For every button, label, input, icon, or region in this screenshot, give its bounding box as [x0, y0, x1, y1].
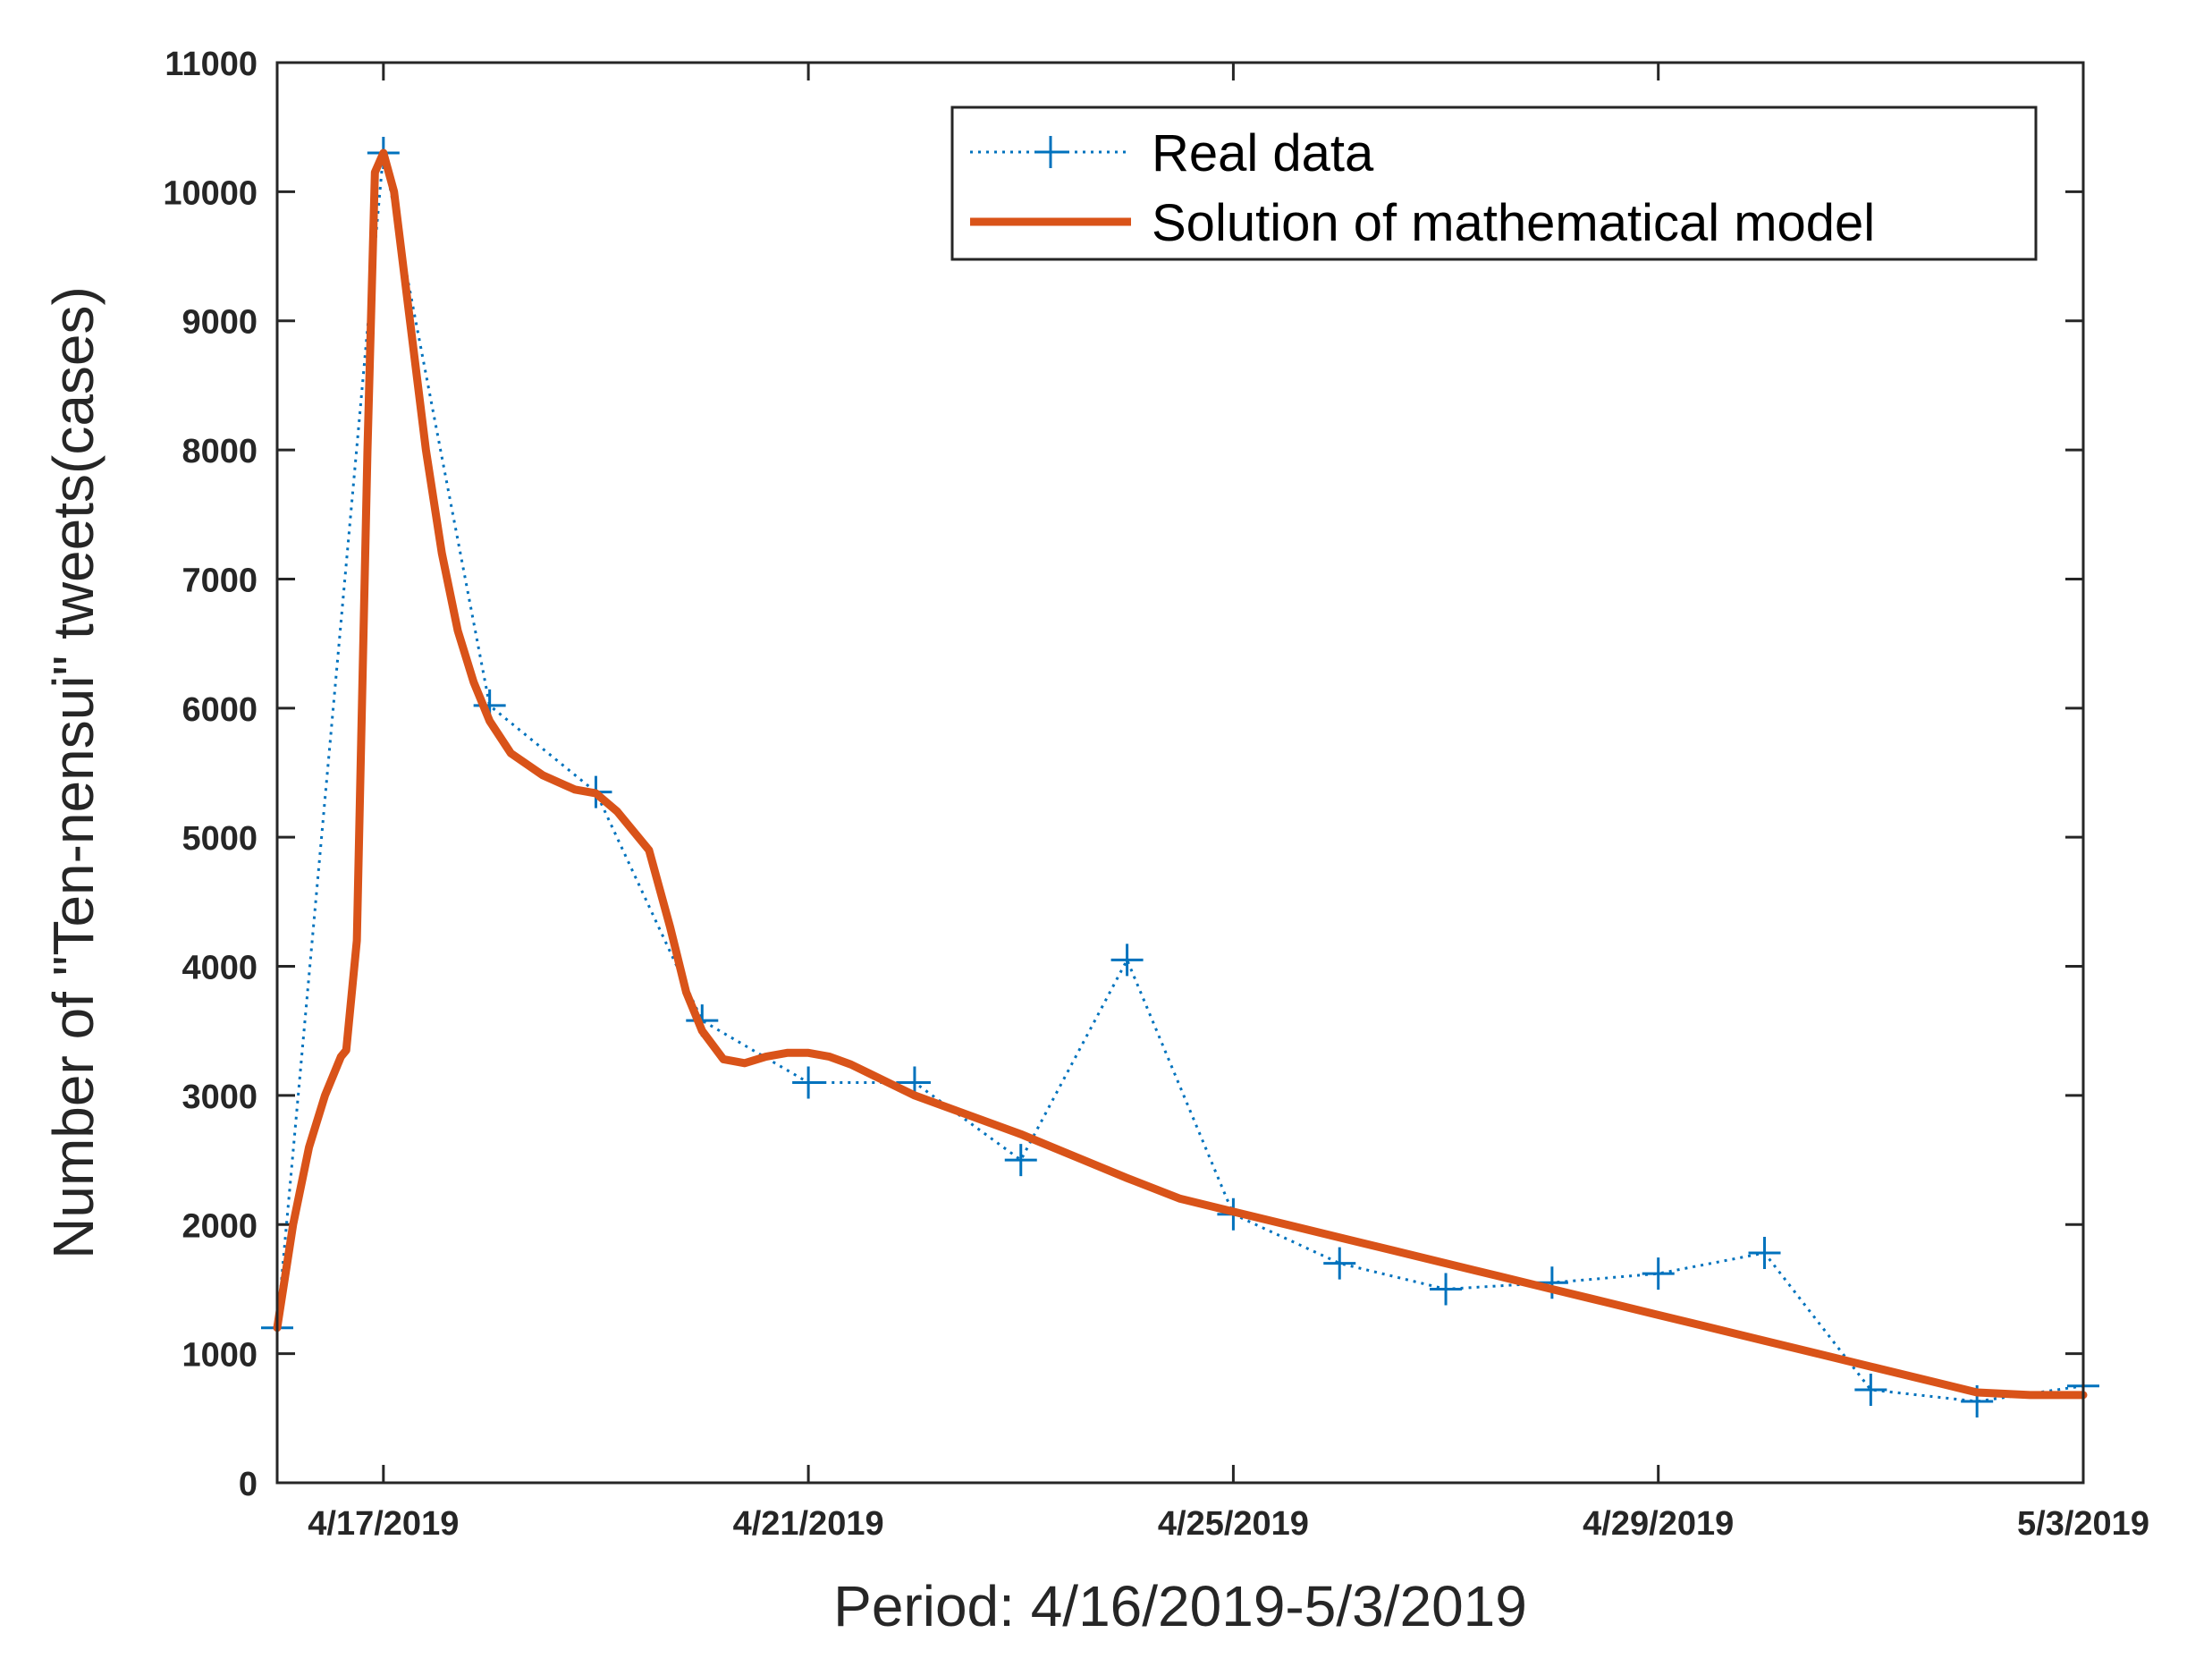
y-tick-label: 6000 [182, 691, 258, 729]
real-data-point [1430, 1273, 1463, 1306]
y-tick-label: 2000 [182, 1207, 258, 1245]
real-data-point [1854, 1374, 1887, 1407]
x-tick-label: 4/29/2019 [1583, 1505, 1734, 1543]
y-tick-label: 0 [239, 1466, 258, 1503]
y-axis-title: Number of "Ten-nensui" tweets(cases) [41, 286, 106, 1259]
y-tick-label: 10000 [163, 174, 258, 212]
plot-frame [275, 61, 2085, 1485]
x-tick-label: 4/21/2019 [733, 1505, 884, 1543]
x-tick-label: 4/17/2019 [308, 1505, 459, 1543]
y-tick-label: 1000 [182, 1337, 258, 1375]
real-data-point [1642, 1257, 1675, 1290]
legend-real-data-label: Real data [1152, 124, 1374, 182]
y-tick-label: 7000 [182, 562, 258, 599]
y-tick-label: 3000 [182, 1079, 258, 1116]
x-axis-title: Period: 4/16/2019-5/3/2019 [833, 1574, 1527, 1638]
legend-model-label: Solution of mathematical model [1152, 194, 1875, 252]
real-data-point [1748, 1237, 1781, 1270]
real-data-point [792, 1066, 825, 1099]
model-solution-line [273, 148, 2088, 1400]
y-tick-label: 11000 [165, 46, 258, 83]
legend: Real data Solution of mathematical model [950, 106, 2038, 261]
y-tick-label: 9000 [182, 304, 258, 342]
real-data-point [1323, 1247, 1356, 1280]
y-tick-labels: 0 1000 2000 3000 4000 5000 6000 7000 8000 9000 100… [163, 46, 258, 1503]
legend-real-data-marker [1034, 136, 1067, 168]
series-layer [261, 137, 2099, 1418]
y-tick-label: 5000 [182, 820, 258, 858]
plot-area [277, 63, 2083, 1483]
x-tick-label: 5/3/2019 [2017, 1505, 2149, 1543]
x-tick-label: 4/25/2019 [1158, 1505, 1309, 1543]
y-tick-label: 8000 [182, 433, 258, 470]
real-data-point [1110, 944, 1144, 977]
legend-box [950, 106, 2038, 261]
x-tick-labels: 4/17/2019 4/21/2019 4/25/2019 4/29/2019 5/3/… [308, 1505, 2149, 1543]
real-data-point [1004, 1144, 1037, 1177]
y-tick-label: 4000 [182, 950, 258, 987]
